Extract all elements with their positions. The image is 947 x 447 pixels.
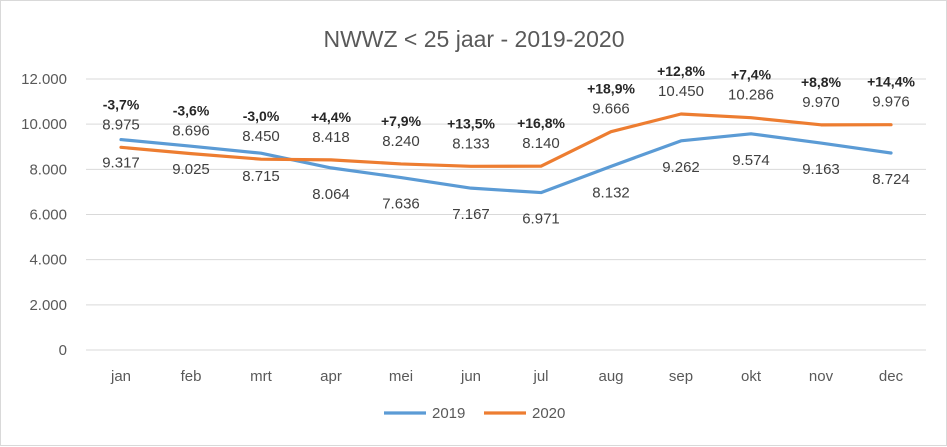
- data-label-2019: 8.132: [592, 184, 630, 201]
- change-labels: -3,7% -3,6% -3,0% +4,4% +7,9% +13,5% +16,8% +18…: [103, 63, 916, 131]
- data-label-2020: 8.450: [242, 128, 280, 145]
- legend: 2019 2020: [384, 405, 565, 422]
- change-label: +7,4%: [731, 67, 772, 83]
- x-tick-label: nov: [809, 368, 834, 385]
- change-label: +7,9%: [381, 113, 422, 129]
- data-label-2020: 8.140: [522, 135, 560, 152]
- data-label-2020: 8.696: [172, 123, 210, 140]
- x-tick-label: feb: [181, 368, 202, 385]
- legend-label: 2020: [532, 405, 565, 422]
- data-label-2020: 9.970: [802, 94, 840, 111]
- data-label-2020: 8.133: [452, 135, 490, 152]
- y-axis-tick-labels: 0 2.000 4.000 6.000 8.000 10.000 12.000: [21, 71, 67, 359]
- series-line-2019: [119, 132, 893, 195]
- series-line-2020: [119, 112, 893, 168]
- change-label: +12,8%: [657, 63, 705, 79]
- x-tick-label: okt: [741, 368, 762, 385]
- change-label: +4,4%: [311, 109, 352, 125]
- change-label: +14,4%: [867, 74, 915, 90]
- data-label-2019: 6.971: [522, 211, 560, 228]
- data-label-2020: 8.418: [312, 129, 350, 146]
- data-labels: 8.975 9.317 8.696 9.025 8.450 8.715 8.418 8.064…: [102, 83, 910, 228]
- x-tick-label: sep: [669, 368, 693, 385]
- x-tick-label: jan: [110, 368, 131, 385]
- data-label-2019: 8.724: [872, 171, 910, 188]
- data-label-2019: 7.167: [452, 206, 490, 223]
- y-tick-label: 0: [59, 342, 67, 359]
- change-label: -3,0%: [243, 108, 280, 124]
- x-tick-label: jul: [532, 368, 548, 385]
- data-label-2019: 8.715: [242, 168, 280, 185]
- y-tick-label: 2.000: [29, 297, 67, 314]
- data-label-2019: 9.574: [732, 152, 770, 169]
- x-tick-label: mei: [389, 368, 413, 385]
- data-label-2019: 9.262: [662, 159, 700, 176]
- change-label: +8,8%: [801, 74, 842, 90]
- data-label-2019: 9.317: [102, 155, 140, 172]
- y-tick-label: 12.000: [21, 71, 67, 88]
- x-tick-label: mrt: [250, 368, 272, 385]
- data-label-2020: 9.976: [872, 94, 910, 111]
- y-tick-label: 6.000: [29, 207, 67, 224]
- change-label: +18,9%: [587, 81, 635, 97]
- data-label-2020: 10.286: [728, 87, 774, 104]
- legend-label: 2019: [432, 405, 465, 422]
- x-axis-tick-labels: jan feb mrt apr mei jun jul aug sep okt nov dec: [110, 368, 904, 385]
- data-label-2019: 7.636: [382, 196, 420, 213]
- change-label: +16,8%: [517, 115, 565, 131]
- gridlines: [86, 78, 926, 351]
- data-label-2019: 8.064: [312, 186, 350, 203]
- change-label: -3,6%: [173, 103, 210, 119]
- data-label-2020: 8.975: [102, 116, 140, 133]
- y-tick-label: 4.000: [29, 252, 67, 269]
- x-tick-label: apr: [320, 368, 342, 385]
- change-label: +13,5%: [447, 115, 495, 131]
- x-tick-label: jun: [460, 368, 481, 385]
- data-label-2020: 10.450: [658, 83, 704, 100]
- change-label: -3,7%: [103, 96, 140, 112]
- data-label-2020: 9.666: [592, 101, 630, 118]
- x-tick-label: aug: [598, 368, 623, 385]
- data-label-2020: 8.240: [382, 133, 420, 150]
- series-lines: [119, 112, 893, 195]
- chart-title: NWWZ < 25 jaar - 2019-2020: [323, 26, 624, 52]
- y-tick-label: 10.000: [21, 116, 67, 133]
- data-label-2019: 9.025: [172, 161, 210, 178]
- y-tick-label: 8.000: [29, 161, 67, 178]
- data-label-2019: 9.163: [802, 161, 840, 178]
- x-tick-label: dec: [879, 368, 904, 385]
